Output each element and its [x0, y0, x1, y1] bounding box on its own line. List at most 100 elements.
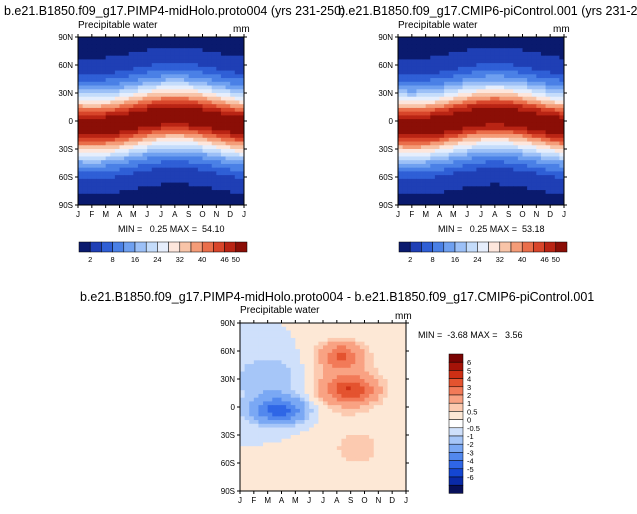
panel2-map-cell — [485, 197, 491, 202]
panel2-map-cell — [527, 51, 533, 57]
panel1-map-cell — [193, 70, 199, 75]
panel2-map-cell — [453, 66, 459, 71]
panel3-map-cell — [313, 401, 319, 406]
panel2-map-cell — [462, 48, 468, 53]
panel2-map-cell — [545, 178, 551, 183]
panel2-map-cell — [398, 89, 404, 94]
panel2-map-cell — [527, 134, 533, 139]
panel3-map-cell — [281, 379, 287, 384]
panel1-map-cell — [110, 107, 116, 113]
panel3-map-cell — [327, 431, 333, 436]
panel3-map-cell — [332, 476, 338, 481]
panel1-map-cell — [230, 107, 236, 113]
panel2-map-ylabel: 30S — [379, 145, 393, 154]
panel2-map-cell — [425, 100, 431, 105]
panel2-map-cell — [485, 119, 491, 124]
panel1-map-cell — [147, 44, 153, 49]
panel3-map-cell — [295, 326, 301, 331]
panel3-map-cell — [272, 431, 278, 436]
panel2-map-cell — [448, 63, 454, 68]
panel1-map-cell — [142, 137, 148, 142]
panel1-map-cell — [101, 141, 107, 146]
panel2-map-cell — [439, 175, 445, 180]
panel2-map-cell — [522, 156, 528, 161]
panel1-map-cell — [137, 197, 143, 202]
panel1-map-cell — [230, 186, 236, 191]
panel1-map-cell — [216, 37, 222, 42]
panel1-map-cell — [197, 55, 203, 60]
panel1-map-cell — [184, 100, 190, 105]
panel2-map-cell — [457, 78, 463, 83]
panel2-map-cell — [481, 59, 487, 64]
panel2-map-cell — [467, 66, 473, 71]
panel3-map-cell — [290, 364, 296, 369]
panel2-map-cell — [490, 37, 496, 42]
panel3-map-cell — [258, 420, 264, 425]
panel1-map-cell — [216, 85, 222, 90]
panel1-map-cell — [165, 182, 171, 187]
panel3-map-cell — [378, 442, 384, 447]
panel1-map-cell — [184, 152, 190, 157]
panel2-map-cell — [545, 149, 551, 154]
panel2-map-cell — [494, 126, 500, 131]
panel2-map-cell — [462, 37, 468, 42]
panel1-map-cell — [239, 186, 245, 191]
panel3-map-cell — [272, 364, 278, 369]
panel2-map-cell — [490, 81, 496, 86]
panel2-map-cell — [476, 171, 482, 176]
panel2-map-cell — [494, 107, 500, 113]
panel2-map-cell — [499, 197, 505, 202]
panel1-map-cell — [151, 141, 157, 146]
panel1-map-cell — [197, 37, 203, 42]
panel2-map-cell — [527, 175, 533, 180]
panel2-map-cell — [398, 160, 404, 165]
panel2-map-cell — [434, 81, 440, 86]
panel3-map-cell — [392, 334, 398, 339]
panel3-map-cell — [244, 371, 250, 376]
panel1-map-cell — [147, 201, 153, 206]
panel2-map-cell — [402, 44, 408, 49]
panel2-map-cell — [513, 111, 519, 116]
panel1-map-cell — [78, 78, 84, 83]
panel1-map-cell — [216, 186, 222, 191]
panel2-map-cell — [485, 137, 491, 142]
panel1-map-cell — [82, 190, 88, 195]
panel1-map-cell — [128, 201, 134, 206]
panel3-map-cell — [249, 446, 255, 451]
panel3-map-cell — [290, 423, 296, 428]
panel1-map-cell — [174, 66, 180, 71]
panel2-map-cell — [402, 59, 408, 64]
panel2-map-cell — [545, 81, 551, 86]
panel3-map-cell — [401, 367, 407, 372]
panel3-map-cell — [346, 427, 352, 432]
panel2-map-cell — [536, 126, 542, 131]
panel2-map-cell — [407, 40, 413, 45]
panel1-map-cell — [96, 44, 102, 49]
panel2-map-cell — [494, 178, 500, 183]
panel1-map-cell — [114, 96, 120, 101]
panel1-map-cell — [114, 149, 120, 154]
panel2-map-cell — [448, 100, 454, 105]
panel3-units: mm — [395, 311, 412, 322]
panel3-map-cell — [336, 442, 342, 447]
panel1-map-cell — [170, 119, 176, 124]
panel1-map-cell — [230, 167, 236, 172]
panel1-map-cell — [184, 145, 190, 150]
panel2-map-cell — [490, 126, 496, 131]
panel3-map-cell — [369, 360, 375, 365]
panel2-map-cell — [540, 55, 546, 60]
panel2-map-cell — [434, 145, 440, 150]
panel2-map-cell — [416, 163, 422, 169]
panel3-map-cell — [341, 323, 347, 328]
panel3-map-cell — [346, 326, 352, 331]
panel2-map-xlabel: M — [422, 210, 429, 219]
panel2-map-cell — [481, 126, 487, 131]
panel2-map-cell — [453, 44, 459, 49]
panel1-map-cell — [78, 152, 84, 157]
panel2-map-cell — [540, 107, 546, 113]
panel1-map-cell — [78, 122, 84, 127]
panel3-map-cell — [346, 345, 352, 350]
panel2-map-cell — [448, 149, 454, 154]
panel1-map-cell — [225, 137, 231, 142]
panel3-map-cell — [396, 341, 402, 346]
